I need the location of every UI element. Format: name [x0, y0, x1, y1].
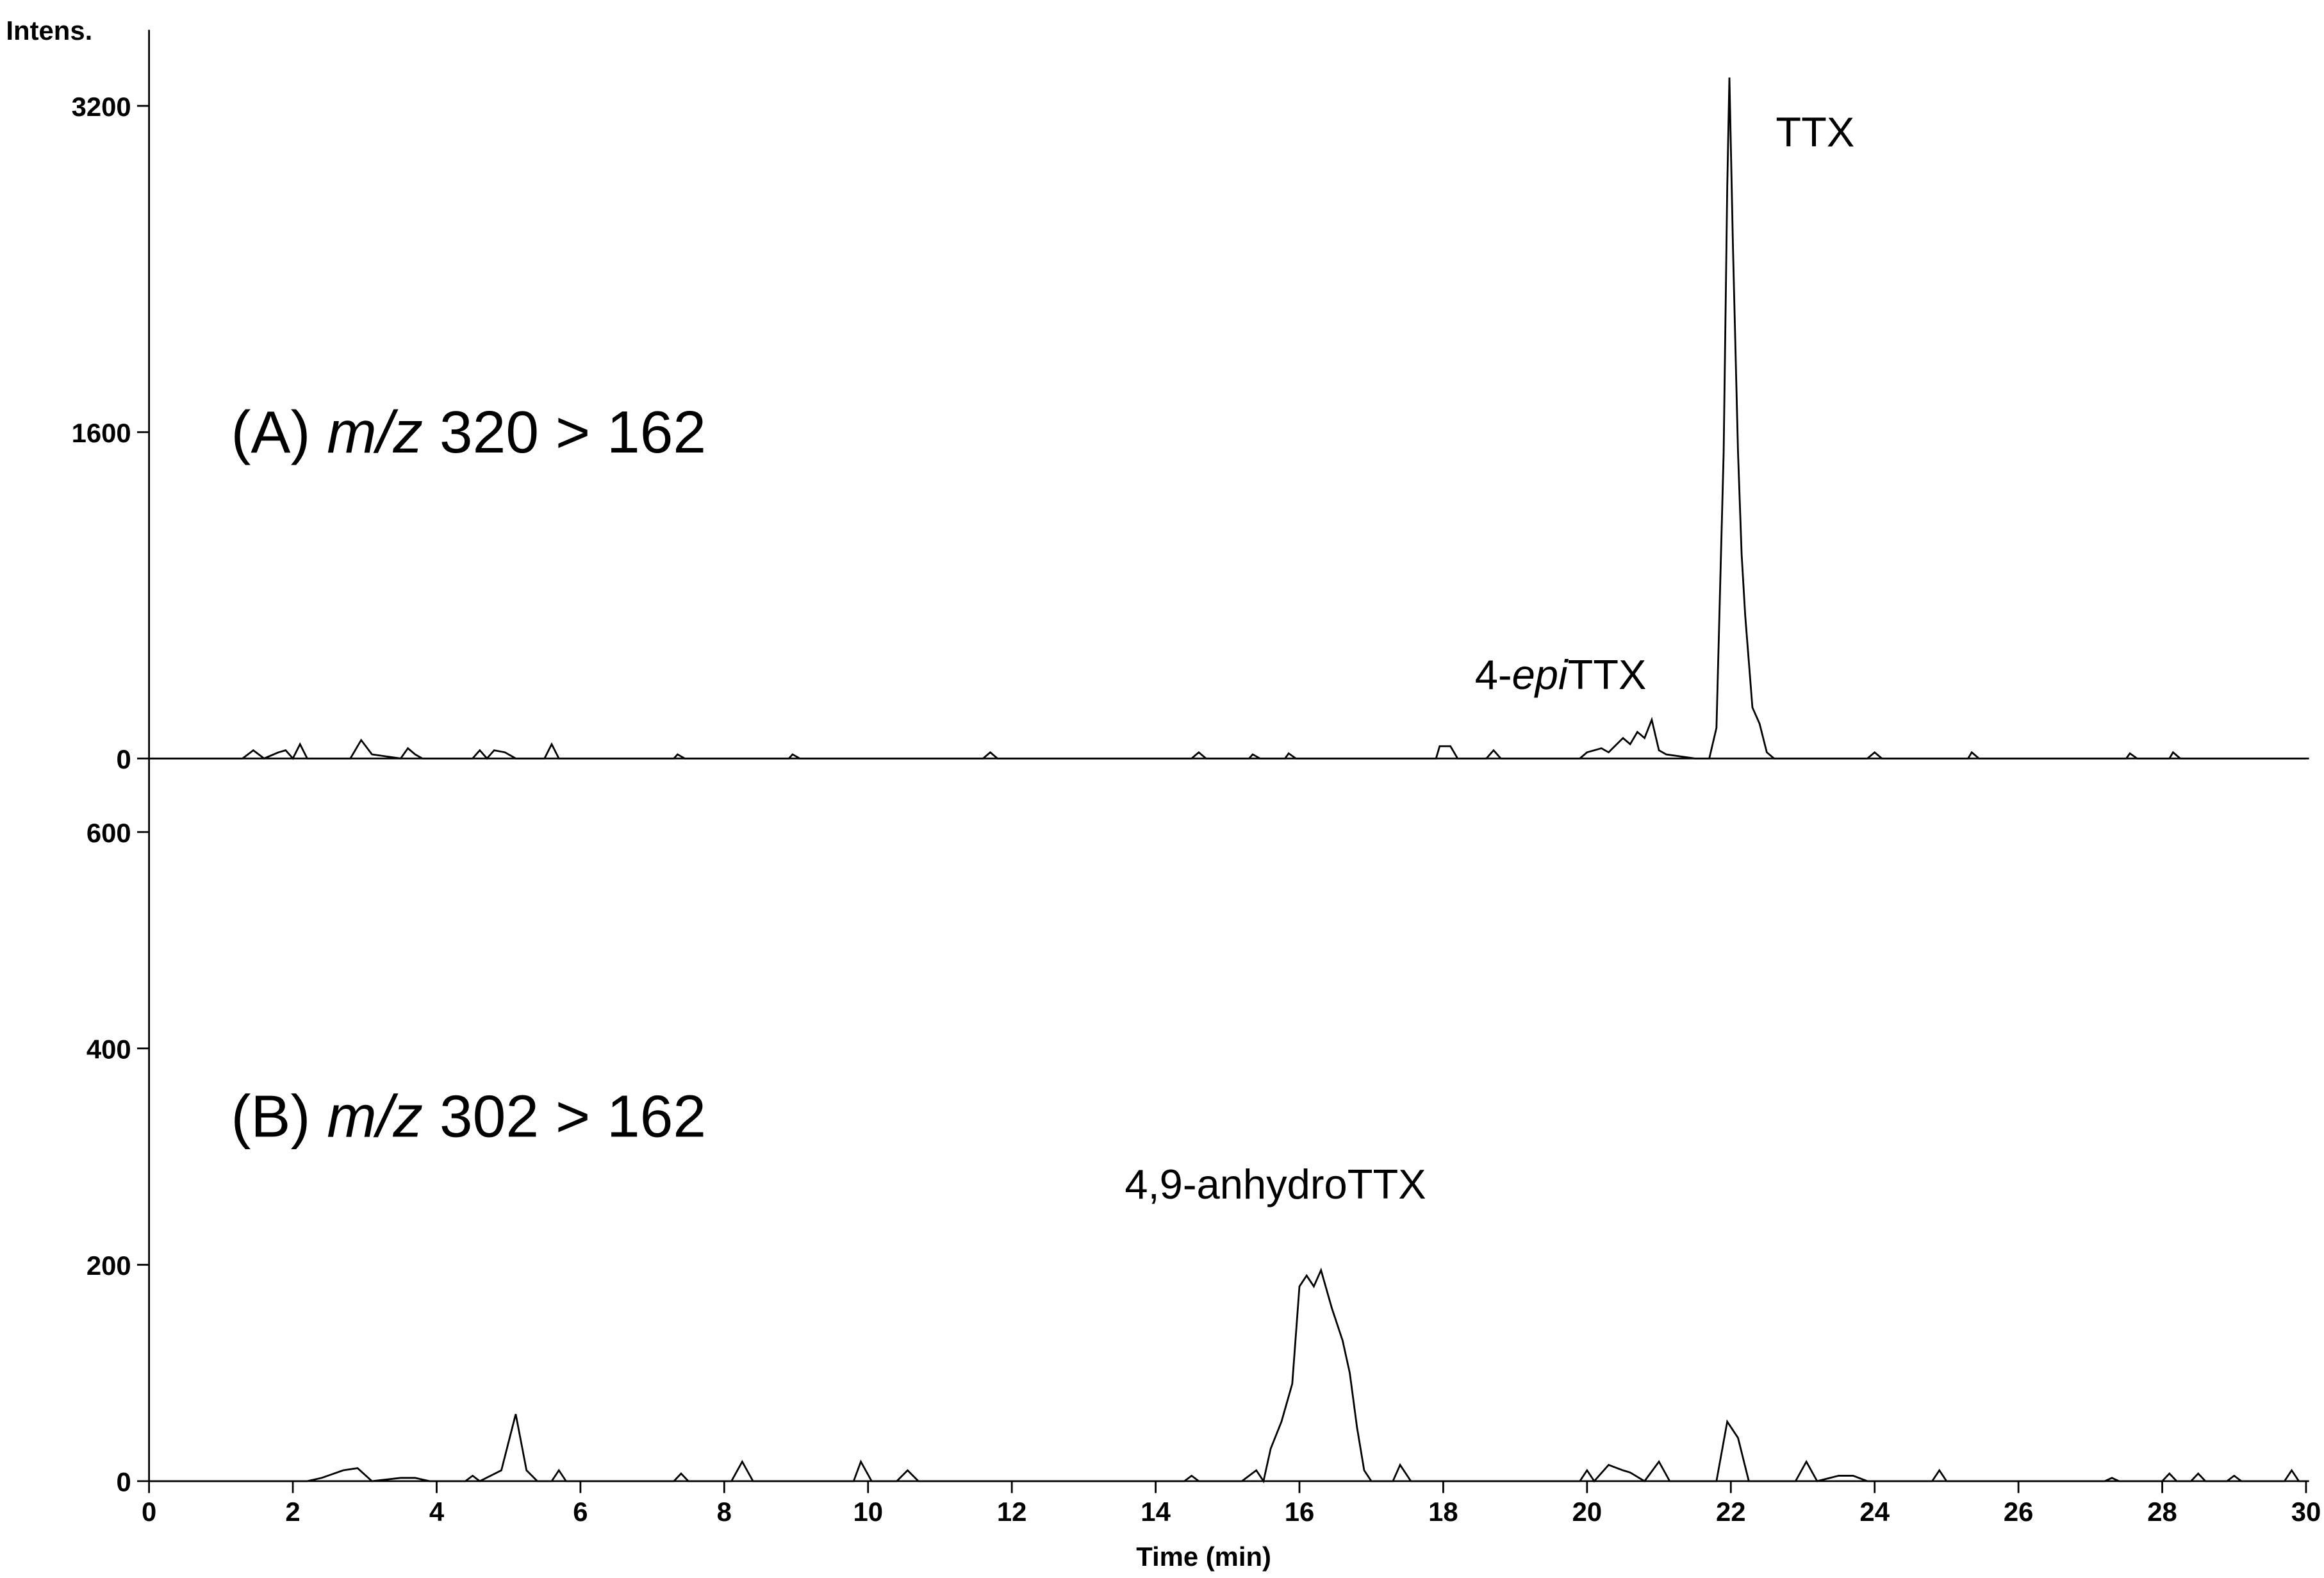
x-tick-label: 26 — [2004, 1497, 2034, 1527]
y-tick-label: 0 — [116, 744, 131, 774]
x-tick-label: 6 — [573, 1497, 588, 1527]
annotation-part: TTX — [1776, 109, 1854, 156]
x-axis-label: Time (min) — [1136, 1541, 1271, 1572]
y-tick-label: 1600 — [72, 418, 131, 448]
annotation-part: 4,9-anhydroTTX — [1125, 1161, 1426, 1208]
annotation-part: m/z — [327, 399, 423, 465]
annotation-part: m/z — [327, 1083, 423, 1149]
x-tick-label: 2 — [285, 1497, 300, 1527]
annotation: (A) m/z 320 > 162 — [231, 399, 706, 465]
y-tick-label: 400 — [87, 1034, 131, 1064]
y-tick-label: 200 — [87, 1250, 131, 1281]
annotation-part: TTX — [1567, 651, 1646, 698]
x-tick-label: 12 — [997, 1497, 1027, 1527]
x-tick-label: 14 — [1141, 1497, 1171, 1527]
y-tick-label: 3200 — [72, 92, 131, 122]
annotation: 4-epiTTX — [1475, 651, 1647, 698]
annotation: TTX — [1776, 109, 1854, 156]
x-tick-label: 8 — [717, 1497, 732, 1527]
y-tick-label: 0 — [116, 1467, 131, 1497]
annotation-part: (A) — [231, 399, 327, 465]
x-tick-label: 22 — [1716, 1497, 1746, 1527]
x-tick-label: 28 — [2147, 1497, 2177, 1527]
annotation-part: 4- — [1475, 651, 1512, 698]
x-tick-label: 4 — [429, 1497, 445, 1527]
x-tick-label: 10 — [853, 1497, 883, 1527]
x-tick-label: 16 — [1285, 1497, 1315, 1527]
y-tick-label: 600 — [87, 818, 131, 848]
annotation: 4,9-anhydroTTX — [1125, 1161, 1426, 1208]
x-tick-label: 0 — [142, 1497, 156, 1527]
annotation-part: 320 > 162 — [423, 399, 706, 465]
y-axis-label: Intens. — [6, 15, 92, 46]
x-tick-label: 20 — [1572, 1497, 1603, 1527]
trace-line — [149, 1267, 2306, 1484]
x-tick-label: 18 — [1428, 1497, 1458, 1527]
trace-line — [149, 77, 2306, 760]
annotation-part: 302 > 162 — [423, 1083, 706, 1149]
annotation-part: (B) — [231, 1083, 327, 1149]
x-tick-label: 30 — [2291, 1497, 2321, 1527]
x-tick-label: 24 — [1859, 1497, 1890, 1527]
annotation: (B) m/z 302 > 162 — [231, 1083, 706, 1149]
annotation-part: epi — [1512, 651, 1569, 698]
